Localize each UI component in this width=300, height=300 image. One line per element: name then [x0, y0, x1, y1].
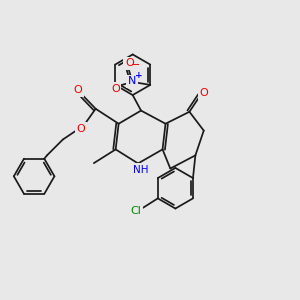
Text: O: O: [200, 88, 208, 98]
Text: −: −: [130, 60, 140, 70]
Text: Cl: Cl: [130, 206, 141, 216]
Text: O: O: [76, 124, 85, 134]
Text: +: +: [135, 71, 143, 80]
Text: O: O: [74, 85, 82, 95]
Text: NH: NH: [133, 165, 148, 175]
Text: O: O: [125, 58, 134, 68]
Text: O: O: [111, 84, 120, 94]
Text: N: N: [128, 76, 136, 86]
